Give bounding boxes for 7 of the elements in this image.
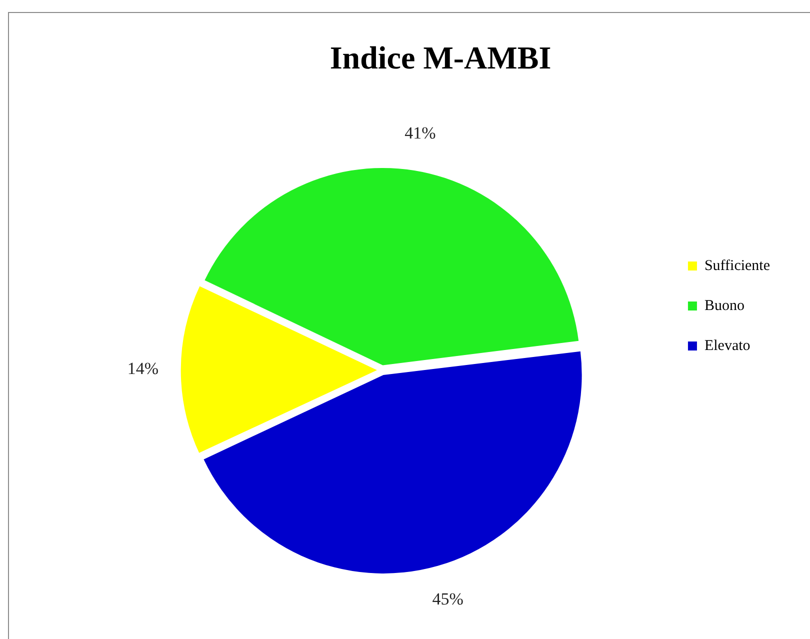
legend-label: Sufficiente bbox=[704, 258, 770, 274]
data-label: 41% bbox=[404, 124, 436, 143]
legend-label: Elevato bbox=[704, 338, 750, 354]
data-label: 14% bbox=[127, 358, 159, 378]
chart-title: Indice M-AMBI bbox=[330, 39, 552, 76]
data-label: 45% bbox=[432, 589, 464, 608]
legend-label: Buono bbox=[704, 298, 744, 314]
